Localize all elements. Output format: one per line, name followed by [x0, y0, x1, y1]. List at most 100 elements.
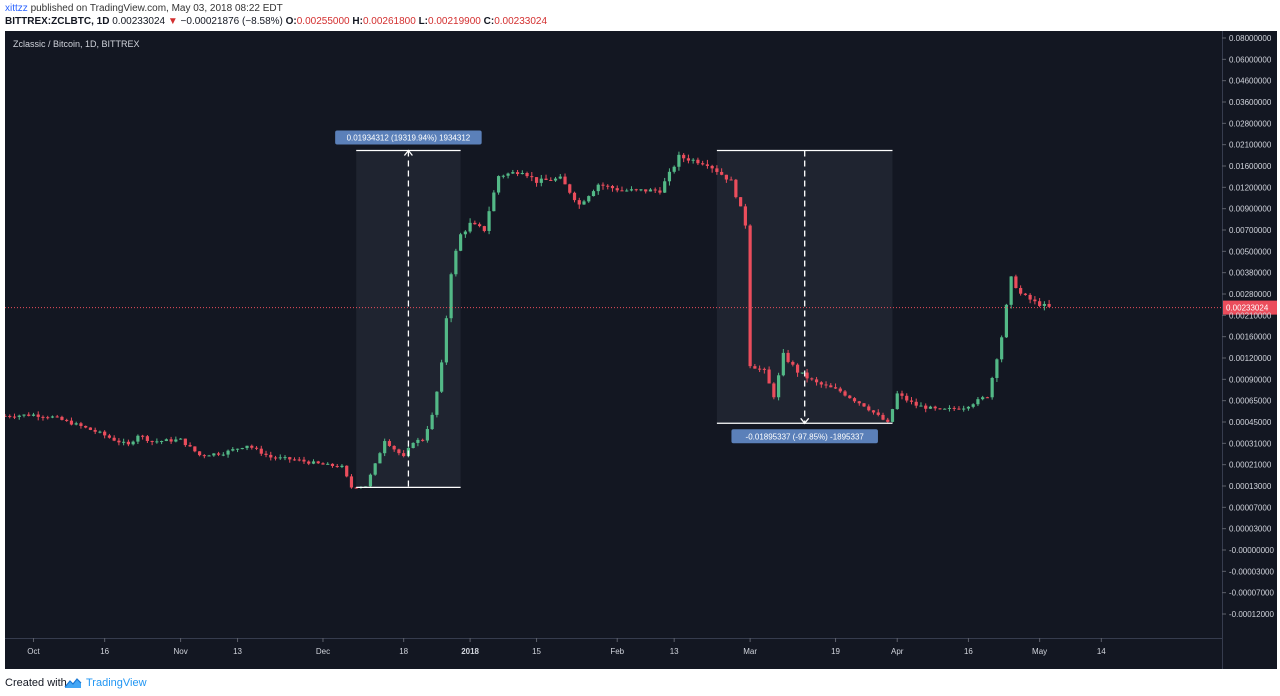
candle: [1038, 298, 1042, 308]
candle: [216, 451, 221, 457]
arrow-down-icon: [800, 417, 810, 425]
candle-body: [691, 159, 695, 161]
candle: [663, 177, 667, 194]
candle: [767, 366, 771, 384]
candle-body: [966, 406, 971, 409]
candle-body: [335, 466, 339, 468]
candle-body: [876, 412, 880, 415]
candle-body: [625, 190, 629, 192]
candle-body: [487, 211, 491, 231]
candle: [753, 363, 757, 369]
candle: [126, 439, 130, 447]
candle-body: [644, 189, 648, 192]
candle-body: [240, 448, 244, 450]
candle-body: [563, 176, 567, 185]
candle-body: [421, 439, 425, 441]
price-tick-label: 0.00280000: [1229, 290, 1272, 299]
candle-body: [311, 461, 316, 464]
candle: [943, 408, 947, 410]
candle-body: [411, 442, 415, 449]
range-annotations[interactable]: 0.01934312 (19319.94%) 1934312 -0.0189533…: [335, 130, 893, 489]
candle: [800, 372, 804, 375]
candle: [1000, 335, 1004, 363]
candle: [473, 220, 477, 225]
range-annotation[interactable]: -0.01895337 (-97.85%) -1895337: [716, 149, 893, 444]
candle-body: [558, 176, 562, 179]
candle-body: [207, 455, 211, 457]
candle-body: [1028, 294, 1032, 300]
candle-body: [164, 439, 168, 442]
candle-body: [971, 404, 975, 407]
chart-area[interactable]: Zclassic / Bitcoin, 1D, BITTREX 0.019343…: [5, 31, 1277, 669]
price-ticks: 0.08000000 0.06000000 0.04600000 0.03600000…: [1222, 34, 1274, 619]
candle: [966, 406, 971, 411]
candle-body: [112, 437, 116, 441]
candle-body: [145, 436, 149, 441]
range-annotation[interactable]: 0.01934312 (19319.94%) 1934312: [335, 130, 482, 489]
time-tick-label: 18: [399, 647, 408, 656]
candle-body: [278, 457, 282, 459]
price-tick-label: 0.00090000: [1229, 375, 1272, 384]
tradingview-link[interactable]: TradingView: [86, 677, 147, 689]
candle: [985, 396, 990, 399]
candle: [27, 412, 31, 417]
candle-body: [473, 222, 477, 225]
time-tick-label: 14: [1097, 647, 1106, 656]
candle-body: [55, 416, 59, 418]
candle-body: [539, 178, 543, 183]
candle-body: [634, 189, 638, 191]
candle-body: [107, 435, 112, 438]
candle: [164, 438, 168, 442]
candle: [212, 453, 216, 457]
candle: [240, 447, 244, 450]
price-axis[interactable]: [1222, 31, 1277, 669]
down-arrow-icon: ▼: [167, 16, 178, 27]
candle-body: [221, 454, 225, 456]
candle-body: [316, 461, 320, 464]
candle-body: [900, 393, 904, 396]
candle-body: [321, 463, 325, 465]
candle-body: [74, 423, 78, 425]
candle: [924, 403, 928, 413]
candle: [857, 400, 861, 406]
price-line-label-box: [1223, 300, 1277, 315]
candle: [591, 189, 596, 197]
candle-body: [686, 158, 691, 161]
candle: [254, 446, 259, 451]
candle-body: [767, 369, 771, 384]
candle: [22, 414, 26, 418]
candle: [411, 442, 415, 449]
price-tick-label: 0.08000000: [1229, 34, 1272, 43]
candle-body: [591, 191, 596, 197]
price-chart[interactable]: Zclassic / Bitcoin, 1D, BITTREX 0.019343…: [5, 31, 1277, 669]
candle-body: [46, 417, 50, 419]
candle: [345, 465, 349, 478]
candle-body: [620, 190, 624, 192]
candle: [795, 363, 800, 377]
price-tick-label: 0.01600000: [1229, 162, 1272, 171]
candle: [677, 151, 681, 171]
candle-body: [962, 408, 966, 410]
candle: [933, 405, 937, 411]
candle-body: [881, 414, 885, 420]
candle: [321, 462, 325, 465]
candle: [895, 390, 899, 410]
candle-body: [174, 439, 178, 442]
candle-body: [302, 459, 306, 462]
candle-body: [231, 449, 235, 451]
candle-body: [492, 192, 496, 212]
candle-body: [525, 172, 529, 177]
candle: [563, 173, 567, 185]
time-axis[interactable]: [5, 638, 1222, 669]
candle: [36, 411, 40, 421]
candle-body: [596, 184, 600, 192]
candle: [976, 397, 980, 407]
candle: [682, 153, 686, 163]
candle-body: [653, 189, 657, 191]
candle: [188, 442, 192, 447]
candle-body: [606, 185, 610, 187]
candle: [174, 436, 178, 443]
price-tick-label: 0.00031000: [1229, 439, 1272, 448]
candle-body: [354, 487, 358, 489]
author-link[interactable]: xittzz: [5, 3, 28, 14]
